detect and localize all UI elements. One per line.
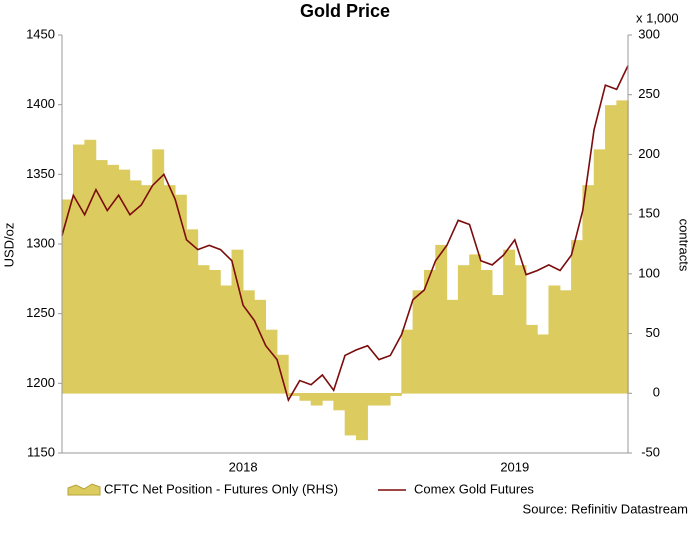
y2-tick-label: 300 [638,26,660,41]
area-step [525,324,538,394]
x-tick-label: 2019 [500,459,529,474]
area-step [582,185,595,394]
area-step [299,392,312,401]
area-step [503,249,516,394]
y2-tick-label: 150 [638,206,660,221]
legend-label: Comex Gold Futures [414,481,534,496]
area-step [514,265,527,394]
area-step [220,285,233,394]
area-step [140,185,153,394]
area-step [469,254,482,394]
area-step [389,392,402,396]
legend-label: CFTC Net Position - Futures Only (RHS) [104,481,338,496]
area-step [288,392,301,396]
y2-tick-label: -50 [641,444,660,459]
chart-title: Gold Price [300,1,390,21]
area-step [231,249,244,394]
y-tick-label: 1150 [27,444,55,459]
y-tick-label: 1300 [26,235,55,250]
line [61,65,629,403]
y-tick-label: 1450 [26,26,55,41]
area-step [593,149,606,394]
area-step [254,299,267,394]
area-step [242,290,255,394]
area-step [435,244,448,394]
y-tick-label: 1400 [26,96,55,111]
area-step [412,290,425,394]
area-step [548,285,561,394]
area-step [559,290,572,394]
area-step [344,392,357,436]
area-step [446,299,459,394]
area-step [95,160,108,394]
area-step [310,392,323,406]
area-step [106,164,119,394]
area-step [378,392,391,406]
y-tick-label: 1250 [26,305,55,320]
area-step [616,100,629,394]
area-step [401,329,414,394]
area-step [73,144,85,394]
area-step [480,269,493,394]
y2-tick-label: 0 [653,385,660,400]
source: Source: Refinitiv Datastream [523,501,688,516]
area-step [186,229,199,394]
area-step [423,269,436,394]
area-step [197,265,210,394]
y-tick-label: 1200 [26,375,55,390]
legend-swatch [67,483,101,496]
y-axis-label: USD/oz [1,223,16,268]
area-step [605,105,617,394]
area-step [322,392,334,401]
y2-unit: x 1,000 [636,10,679,25]
y2-tick-label: 200 [638,146,660,161]
area-step [457,265,470,394]
area-step [367,392,380,406]
area-step [152,149,165,394]
area-step [163,185,176,394]
area-step [276,354,289,394]
area-step [333,392,346,411]
y2-tick-label: 250 [638,86,660,101]
y2-tick-label: 100 [638,265,660,280]
x-tick-label: 2018 [229,459,258,474]
area-step [491,295,504,394]
area-step [84,139,97,394]
y2-axis-label: contracts [677,219,692,272]
area-step [571,240,584,394]
area-step [265,329,278,394]
y-tick-label: 1350 [26,166,55,181]
area-step [537,334,550,394]
y2-tick-label: 50 [646,325,660,340]
area-step [208,269,221,394]
area-step [356,392,368,441]
area-step [174,194,187,394]
